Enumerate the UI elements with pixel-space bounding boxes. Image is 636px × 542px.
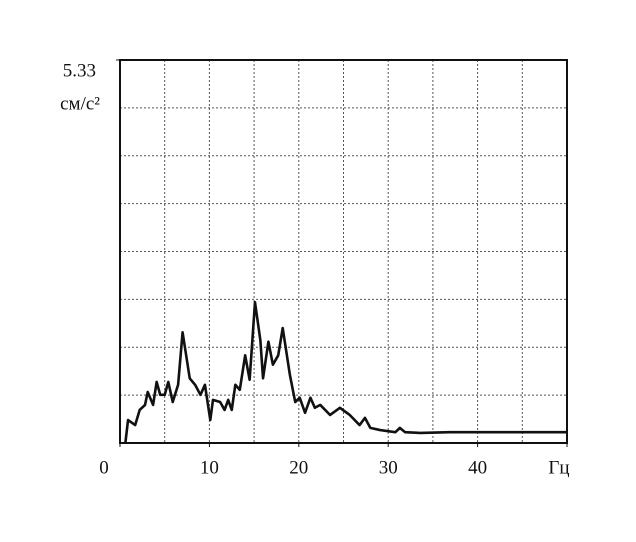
x-tick-label: 20: [289, 457, 308, 478]
x-tick-label: Гц: [548, 457, 569, 478]
x-tick-label: 40: [468, 457, 487, 478]
plot-frame: [119, 59, 568, 444]
y-axis-label: см/с²: [60, 93, 100, 114]
x-tick-label: 30: [379, 457, 398, 478]
x-tick-label: 10: [200, 457, 219, 478]
x-tick-label: 0: [99, 457, 109, 478]
y-tick-label: 5.33: [63, 60, 96, 81]
spectrum-line: [124, 300, 567, 444]
